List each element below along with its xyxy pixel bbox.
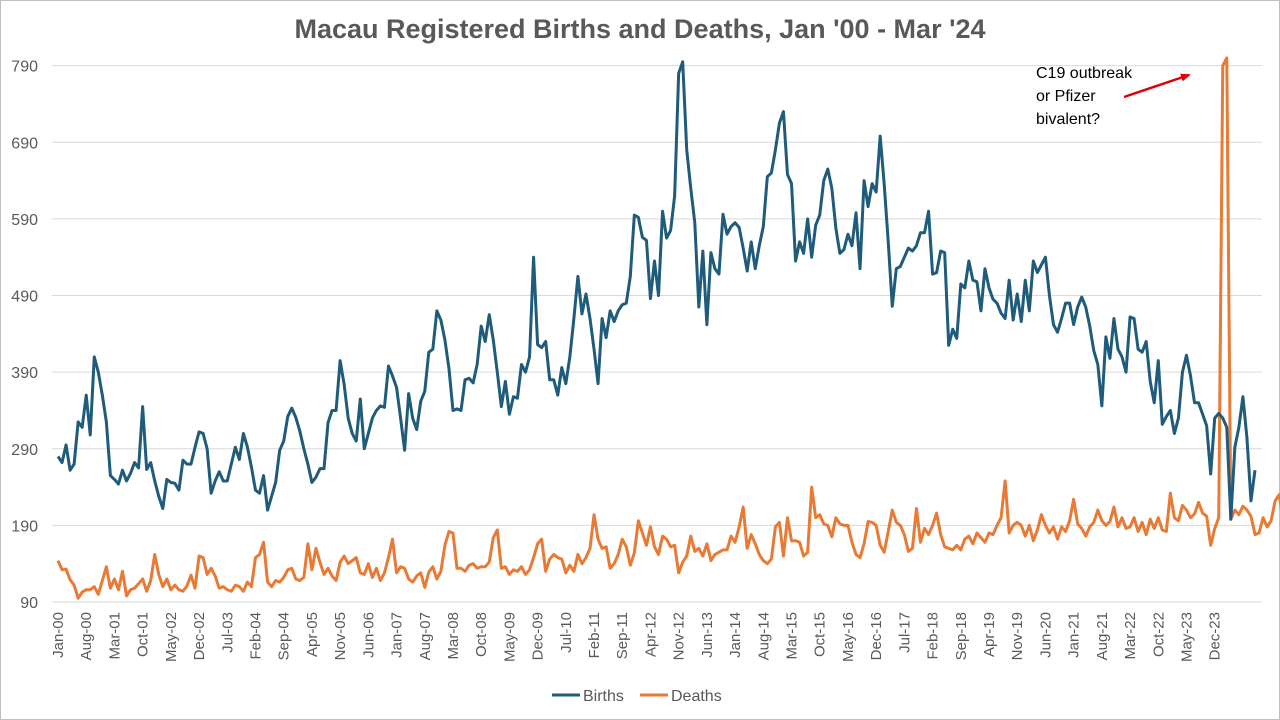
annotation-line-1: C19 outbreak — [1036, 65, 1133, 82]
x-tick-label: Aug-00 — [78, 612, 95, 660]
y-axis-tick-labels: 90 190 290 390 490 590 690 790 — [11, 59, 38, 612]
y-tick-label: 90 — [20, 595, 38, 612]
x-tick-label: May-09 — [501, 612, 518, 662]
annotation-arrow — [1123, 73, 1191, 99]
x-tick-label: Oct-15 — [812, 612, 829, 657]
annotation: C19 outbreak or Pfizer bivalent? — [1036, 65, 1191, 128]
x-tick-label: Jun-06 — [360, 612, 377, 658]
series-lines — [56, 56, 1280, 600]
x-tick-label: Aug-07 — [417, 612, 434, 660]
y-tick-label: 690 — [11, 135, 38, 152]
x-tick-label: Jun-13 — [699, 612, 716, 658]
x-tick-label: Jan-21 — [1066, 612, 1083, 658]
x-tick-label: Oct-01 — [135, 612, 152, 657]
x-tick-label: Jul-17 — [896, 612, 913, 653]
x-tick-label: May-23 — [1178, 612, 1195, 662]
y-tick-label: 390 — [11, 365, 38, 382]
x-tick-label: Dec-23 — [1207, 612, 1224, 660]
x-tick-label: Dec-16 — [868, 612, 885, 660]
x-tick-label: Apr-12 — [642, 612, 659, 657]
series-line-deaths — [56, 56, 1280, 600]
legend-label-births: Births — [583, 688, 624, 705]
x-tick-label: Nov-05 — [332, 612, 349, 660]
x-tick-label: Sep-18 — [953, 612, 970, 660]
x-tick-label: Feb-11 — [586, 612, 603, 658]
x-tick-label: Oct-08 — [473, 612, 490, 657]
y-tick-label: 190 — [11, 518, 38, 535]
x-tick-label: Mar-15 — [784, 612, 801, 660]
y-tick-label: 490 — [11, 289, 38, 306]
x-tick-label: Aug-14 — [755, 612, 772, 660]
x-tick-label: Feb-18 — [925, 612, 942, 660]
legend-label-deaths: Deaths — [671, 688, 722, 705]
x-tick-label: May-16 — [840, 612, 857, 662]
x-tick-label: Jul-03 — [219, 612, 236, 653]
x-tick-label: Jan-14 — [727, 612, 744, 658]
x-tick-label: Sep-11 — [614, 612, 631, 659]
chart-title: Macau Registered Births and Deaths, Jan … — [294, 14, 985, 44]
x-tick-label: Jun-20 — [1037, 612, 1054, 658]
x-tick-label: Mar-22 — [1122, 612, 1139, 660]
x-tick-label: Jan-07 — [389, 612, 406, 658]
annotation-line-3: bivalent? — [1036, 111, 1100, 128]
series-line-births — [56, 60, 1257, 521]
y-tick-label: 590 — [11, 212, 38, 229]
y-tick-label: 790 — [11, 59, 38, 76]
x-tick-label: Mar-01 — [106, 612, 123, 660]
x-tick-label: Jul-10 — [558, 612, 575, 653]
x-tick-label: Apr-05 — [304, 612, 321, 657]
x-tick-label: Nov-12 — [671, 612, 688, 660]
x-tick-label: Nov-19 — [1009, 612, 1026, 660]
x-tick-label: Dec-02 — [191, 612, 208, 660]
x-tick-label: Apr-19 — [981, 612, 998, 657]
annotation-line-2: or Pfizer — [1036, 88, 1096, 105]
x-tick-label: Feb-04 — [247, 612, 264, 660]
legend: Births Deaths — [552, 688, 722, 705]
y-tick-label: 290 — [11, 442, 38, 459]
x-tick-label: Jan-00 — [50, 612, 67, 658]
gridlines — [52, 65, 1262, 603]
x-tick-label: May-02 — [163, 612, 180, 662]
x-tick-label: Aug-21 — [1094, 612, 1111, 660]
x-axis: Jan-00 Aug-00 Mar-01 Oct-01 May-02 Dec-02 Jul-… — [50, 601, 1262, 662]
x-tick-label: Dec-09 — [530, 612, 547, 660]
x-tick-label: Mar-08 — [445, 612, 462, 660]
x-tick-label: Oct-22 — [1150, 612, 1167, 657]
x-tick-label: Sep-04 — [276, 612, 293, 660]
